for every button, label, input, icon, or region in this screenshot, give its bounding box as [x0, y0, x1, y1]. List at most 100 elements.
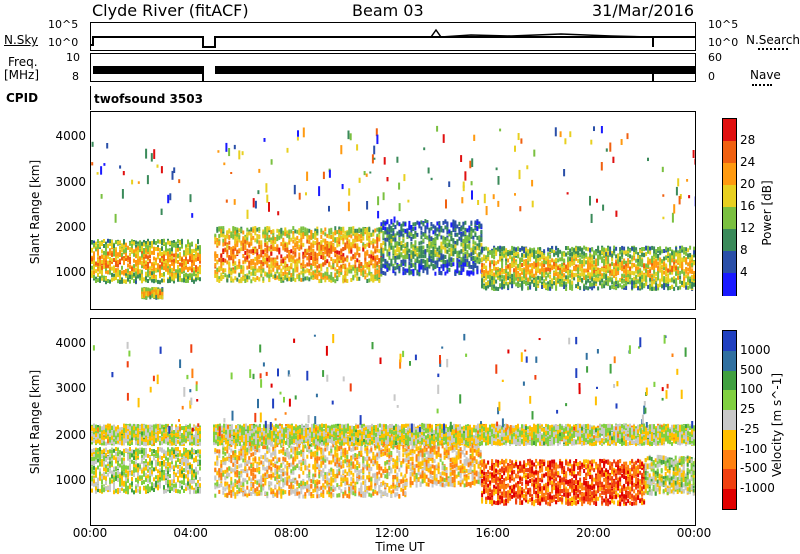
heatmap-cell — [517, 246, 520, 251]
heatmap-cell — [115, 263, 117, 268]
heatmap-cell — [657, 286, 660, 291]
heatmap-cell — [336, 237, 339, 241]
heatmap-cell — [464, 242, 467, 247]
heatmap-cell — [438, 232, 441, 237]
freq-unit: [MHz] — [4, 68, 40, 82]
heatmap-cell — [250, 279, 253, 284]
heatmap-cell — [491, 251, 494, 256]
heatmap-cell — [446, 224, 449, 229]
heatmap-cell — [177, 243, 179, 248]
heatmap-cell — [643, 264, 646, 269]
heatmap-cell — [505, 265, 508, 270]
heatmap-cell — [222, 227, 225, 232]
heatmap-cell — [137, 250, 139, 255]
heatmap-cell — [444, 271, 447, 276]
heatmap-cell — [218, 279, 221, 283]
heatmap-cell — [127, 268, 129, 273]
heatmap-cell — [448, 248, 451, 253]
heatmap-cell — [119, 240, 121, 245]
heatmap-cell — [294, 266, 297, 271]
heatmap-cell — [478, 258, 481, 262]
heatmap-cell — [334, 247, 337, 252]
heatmap-cell — [392, 266, 395, 271]
heatmap-cell — [418, 254, 421, 259]
heatmap-cell — [687, 267, 690, 272]
heatmap-cell — [533, 279, 536, 284]
heatmap-cell — [541, 285, 544, 289]
heatmap-cell — [125, 243, 127, 248]
heatmap-cell — [663, 278, 666, 283]
heatmap-cell — [487, 252, 490, 257]
heatmap-cell — [414, 250, 417, 255]
heatmap-cell — [214, 233, 217, 238]
heatmap-cell — [511, 251, 514, 256]
heatmap-cell — [567, 258, 570, 263]
heatmap-cell — [667, 258, 670, 263]
heatmap-cell — [135, 279, 137, 284]
heatmap-cell — [669, 278, 672, 283]
heatmap-cell — [410, 270, 413, 275]
heatmap-cell — [280, 259, 283, 264]
heatmap-cell — [99, 265, 101, 270]
heatmap-cell — [563, 262, 566, 267]
heatmap-cell — [505, 261, 508, 266]
heatmap-cell — [332, 261, 335, 266]
heatmap-cell — [549, 286, 552, 291]
heatmap-cell — [569, 286, 572, 291]
heatmap-cell — [296, 229, 299, 234]
heatmap-cell — [547, 273, 550, 278]
heatmap-cell — [476, 246, 479, 251]
heatmap-cell — [400, 241, 403, 245]
heatmap-cell — [683, 269, 686, 274]
heatmap-cell — [641, 259, 644, 264]
heatmap-cell — [466, 255, 469, 260]
heatmap-cell — [643, 266, 646, 271]
heatmap-cell — [248, 243, 251, 248]
heatmap-cell — [302, 277, 305, 282]
heatmap-cell — [105, 276, 107, 281]
heatmap-cell — [258, 277, 261, 282]
heatmap-cell — [153, 240, 155, 245]
heatmap-cell — [553, 265, 556, 270]
heatmap-cell — [139, 273, 141, 278]
heatmap-cell — [260, 261, 263, 266]
heatmap-cell — [567, 262, 570, 267]
heatmap-cell — [342, 275, 345, 280]
heatmap-cell — [356, 247, 359, 252]
heatmap-cell — [127, 274, 129, 279]
heatmap-cell — [266, 257, 269, 262]
heatmap-cell — [505, 269, 508, 273]
heatmap-cell — [639, 277, 642, 282]
heatmap-cell — [687, 285, 690, 290]
heatmap-cell — [330, 241, 333, 246]
heatmap-cell — [332, 235, 335, 240]
heatmap-cell — [591, 274, 594, 279]
heatmap-cell — [561, 279, 564, 283]
heatmap-cell — [149, 266, 151, 271]
heatmap-cell — [563, 265, 566, 269]
heatmap-cell — [177, 247, 179, 252]
heatmap-cell — [171, 275, 173, 280]
heatmap-cell — [129, 247, 131, 252]
heatmap-cell — [629, 260, 632, 265]
heatmap-cell — [653, 274, 656, 279]
heatmap-cell — [675, 259, 678, 264]
heatmap-cell — [326, 248, 329, 253]
heatmap-cell — [493, 260, 496, 265]
heatmap-cell — [499, 271, 502, 276]
heatmap-cell — [464, 254, 467, 259]
heatmap-cell — [290, 263, 293, 268]
heatmap-cell — [547, 252, 550, 257]
heatmap-cell — [290, 258, 293, 263]
heatmap-cell — [135, 260, 137, 264]
heatmap-cell — [446, 242, 449, 247]
heatmap-cell — [452, 228, 455, 232]
heatmap-cell — [320, 251, 323, 256]
heatmap-cell — [242, 236, 245, 241]
heatmap-cell — [328, 249, 331, 254]
heatmap-cell — [292, 268, 295, 273]
heatmap-cell — [470, 270, 473, 275]
heatmap-cell — [344, 257, 347, 262]
heatmap-cell — [312, 240, 315, 245]
heatmap-cell — [589, 253, 592, 258]
